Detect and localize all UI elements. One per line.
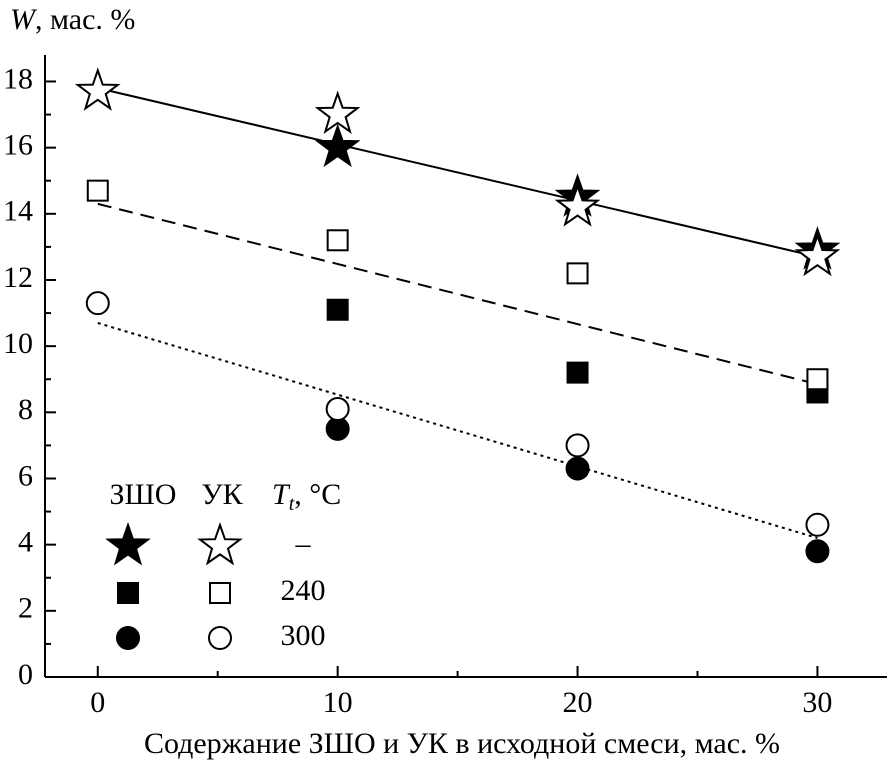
y-tick-label: 4: [18, 526, 33, 559]
legend-temp-unit: , °C: [294, 478, 341, 511]
circle-marker: [805, 539, 830, 564]
y-label-unit: , мас. %: [35, 3, 135, 36]
fit-line: [97, 202, 818, 386]
x-tick-label: 30: [802, 686, 832, 719]
square-marker: [326, 298, 349, 321]
square-marker: [806, 368, 829, 391]
circle-marker: [565, 456, 590, 481]
star-marker: [105, 521, 151, 566]
x-tick-label: 0: [90, 686, 105, 719]
legend-header: ЗШО: [110, 478, 177, 511]
square-marker: [566, 262, 589, 285]
square-marker: [86, 179, 109, 202]
square-marker: [209, 582, 231, 604]
star-marker: [314, 90, 361, 135]
star-marker: [314, 123, 361, 168]
y-tick-label: 6: [18, 459, 33, 492]
circle-marker: [208, 626, 232, 650]
star-marker: [74, 67, 121, 111]
legend-label: 240: [281, 574, 326, 607]
y-label-symbol: W: [10, 3, 38, 36]
legend-label: 300: [281, 619, 326, 652]
x-tick-label: 20: [563, 686, 593, 719]
circle-marker: [325, 416, 350, 441]
legend-header: УК: [201, 478, 243, 511]
fit-line: [97, 87, 818, 258]
circle-marker: [85, 291, 110, 316]
square-marker: [326, 229, 349, 252]
legend-temp-subscript: t: [289, 493, 295, 515]
fit-line: [97, 322, 818, 540]
y-axis-label: W, мас. %: [10, 3, 135, 36]
y-tick-label: 10: [3, 327, 33, 360]
y-tick-label: 2: [18, 592, 33, 625]
circle-marker: [116, 626, 140, 650]
square-marker: [117, 582, 139, 604]
y-tick-label: 18: [3, 62, 33, 95]
legend-temp-symbol: T: [272, 478, 291, 511]
y-tick-label: 0: [18, 658, 33, 691]
x-axis-label: Содержание ЗШО и УК в исходной смеси, ма…: [144, 727, 780, 760]
legend-header: Tt, °C: [272, 478, 341, 515]
x-tick-label: 10: [323, 686, 353, 719]
y-tick-label: 12: [3, 261, 33, 294]
y-tick-label: 16: [3, 129, 33, 162]
legend-label: –: [295, 527, 312, 560]
circle-marker: [325, 397, 350, 422]
square-marker: [566, 361, 589, 384]
y-tick-label: 8: [18, 393, 33, 426]
circle-marker: [805, 512, 830, 537]
circle-marker: [565, 433, 590, 458]
star-marker: [197, 521, 243, 566]
star-marker: [554, 183, 601, 227]
star-marker: [794, 232, 841, 277]
y-tick-label: 14: [3, 195, 33, 228]
